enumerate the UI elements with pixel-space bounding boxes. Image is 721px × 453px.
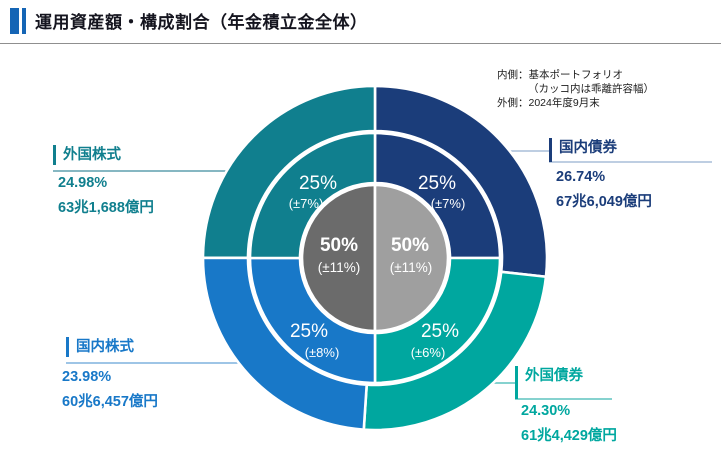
callout-domestic-bonds-name: 国内債券 <box>549 138 617 162</box>
callout-foreign-equity-amount: 63兆1,688億円 <box>58 200 154 216</box>
callout-foreign-equity-name: 外国株式 <box>53 145 121 165</box>
inner-br-pct: 25% <box>421 321 459 342</box>
inner-tr-pct: 25% <box>418 173 456 194</box>
inner-bl-pct: 25% <box>290 321 328 342</box>
inner-tr-dev: (±7%) <box>431 196 466 211</box>
inner-tl-dev: (±7%) <box>289 196 324 211</box>
header-divider <box>0 43 721 44</box>
outer-segment-foreign-equity <box>201 84 377 260</box>
center-right-pct: 50% <box>391 235 429 256</box>
center-half-right <box>373 183 450 333</box>
callout-domestic-bonds-amount: 67兆6,049億円 <box>556 194 652 210</box>
callout-domestic-equity-name: 国内株式 <box>66 337 134 357</box>
note-line-deviation: （カッコ内は乖離許容幅） <box>528 83 654 95</box>
title-bars-icon <box>10 8 28 34</box>
callout-foreign-equity-pct: 24.98% <box>58 175 108 191</box>
inner-quadrant-foreign-bonds <box>373 256 502 385</box>
callout-domestic-equity: 国内株式 23.98% 60兆6,457億円 <box>62 337 158 410</box>
inner-quadrant-foreign-equity <box>248 131 377 260</box>
inner-bl-dev: (±8%) <box>305 345 340 360</box>
center-left-pct: 50% <box>320 235 358 256</box>
inner-br-dev: (±6%) <box>411 345 446 360</box>
center-right-dev: (±11%) <box>390 260 432 275</box>
center-half-left <box>300 183 377 333</box>
callout-foreign-bonds-name: 外国債券 <box>515 366 583 399</box>
callout-foreign-bonds: 外国債券 24.30% 61兆4,429億円 <box>515 366 617 444</box>
callout-domestic-equity-amount: 60兆6,457億円 <box>62 394 158 410</box>
inner-tl-pct: 25% <box>299 173 337 194</box>
page-title: 運用資産額・構成割合（年金積立金全体） <box>35 13 368 32</box>
callout-domestic-bonds: 国内債券 26.74% 67兆6,049億円 <box>549 138 652 210</box>
note-line-outer-ring: 外側：2024年度9月末 <box>497 97 600 109</box>
callout-domestic-bonds-pct: 26.74% <box>556 169 606 185</box>
center-left-dev: (±11%) <box>318 260 360 275</box>
chart-note: 内側：基本ポートフォリオ （カッコ内は乖離許容幅） 外側：2024年度9月末 <box>497 68 654 110</box>
inner-quadrant-domestic-equity <box>248 256 377 385</box>
callout-foreign-equity: 外国株式 24.98% 63兆1,688億円 <box>53 145 154 216</box>
callout-foreign-bonds-amount: 61兆4,429億円 <box>521 428 617 444</box>
callout-foreign-bonds-pct: 24.30% <box>521 403 571 419</box>
note-line-inner-ring: 内側：基本ポートフォリオ <box>497 69 623 81</box>
inner-quadrant-domestic-bonds <box>373 131 502 260</box>
callout-domestic-equity-pct: 23.98% <box>62 369 112 385</box>
